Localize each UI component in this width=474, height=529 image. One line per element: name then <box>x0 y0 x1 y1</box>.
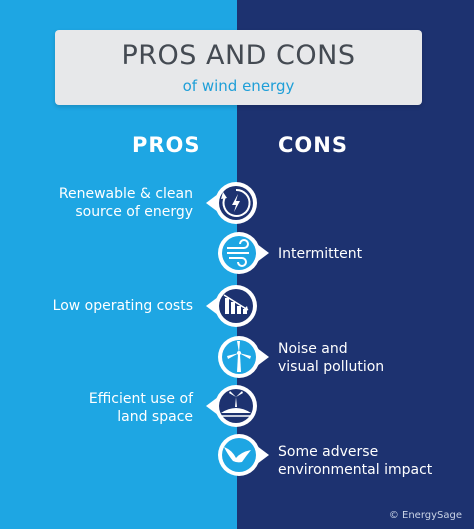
pro-item-3-line-2: land space <box>117 409 193 425</box>
title-card: PROS AND CONS of wind energy <box>55 30 422 105</box>
bird-icon <box>218 434 269 476</box>
con-item-2-line-1: Noise and <box>278 341 348 357</box>
con-item-3-text: Some adverse environmental impact <box>278 443 432 479</box>
con-item-2-text: Noise and visual pollution <box>278 340 384 376</box>
wind-turbine-icon <box>218 336 269 378</box>
con-item-2-line-2: visual pollution <box>278 359 385 375</box>
pro-item-3-line-1: Efficient use of <box>88 391 193 407</box>
page-subtitle: of wind energy <box>182 77 295 95</box>
pro-item-2-line-1: Low operating costs <box>52 298 193 314</box>
energysage-credit: © EnergySage <box>388 510 462 521</box>
con-item-3-line-2: environmental impact <box>278 462 433 478</box>
turbine-on-hill-icon <box>206 385 257 427</box>
page-title: PROS AND CONS <box>121 40 356 71</box>
cons-heading: CONS <box>278 133 348 157</box>
pro-item-1-line-1: Renewable & clean <box>58 186 193 202</box>
declining-chart-icon <box>206 285 257 327</box>
pro-item-1-line-2: source of energy <box>75 204 193 220</box>
refresh-bolt-icon <box>206 182 257 224</box>
pro-item-1-text: Renewable & clean source of energy <box>59 185 193 221</box>
con-item-1-text: Intermittent <box>278 245 362 263</box>
pros-heading: PROS <box>132 133 201 157</box>
wind-gust-icon <box>218 232 269 274</box>
con-item-3-line-1: Some adverse <box>278 444 379 460</box>
pro-item-3-text: Efficient use of land space <box>89 390 193 426</box>
con-item-1-line-1: Intermittent <box>278 246 363 262</box>
pro-item-2-text: Low operating costs <box>53 297 193 315</box>
